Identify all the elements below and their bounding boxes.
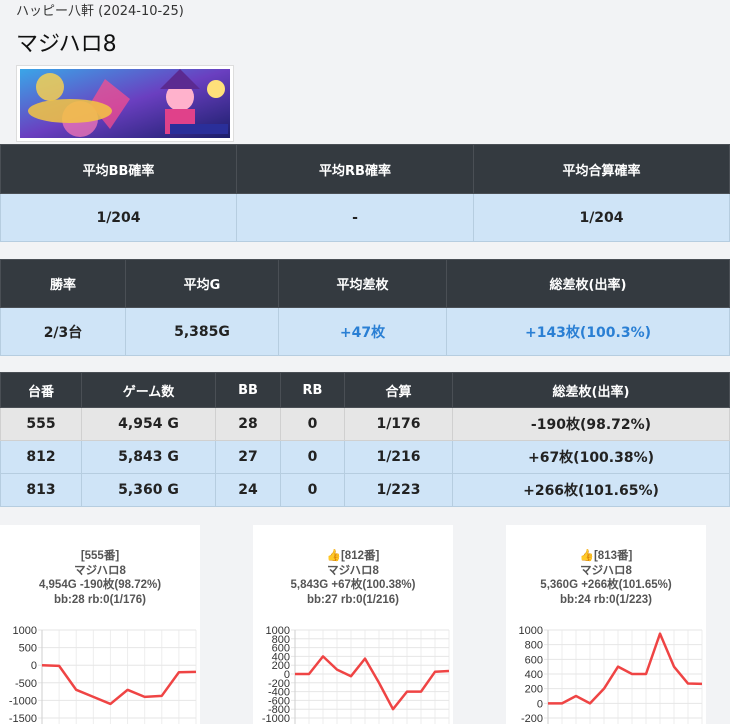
y-tick-label: 0 xyxy=(537,698,543,710)
y-tick-label: -400 xyxy=(268,687,290,699)
header-total-diff: 総差枚(出率) xyxy=(446,259,730,308)
line-chart-813: 1000 800 600 400 200 0 -200 xyxy=(519,625,703,724)
machine-table: 台番 ゲーム数 BB RB 合算 総差枚(出率) 555 4,954 G 28 … xyxy=(0,372,730,507)
header-machine-number: 台番 xyxy=(0,372,82,408)
value-avg-rb: - xyxy=(236,193,474,242)
y-tick-label: -1000 xyxy=(9,695,37,707)
y-tick-label: 1000 xyxy=(519,625,543,637)
y-tick-label: -600 xyxy=(268,695,290,707)
y-tick-label: 400 xyxy=(525,669,543,681)
chart-subtitle-line: bb:24 rb:0(1/223) xyxy=(559,593,653,606)
cell-total-diff: +266枚(101.65%) xyxy=(452,473,730,507)
y-tick-label: -1000 xyxy=(262,713,290,724)
machine-title: マジハロ8 xyxy=(16,32,117,57)
y-tick-label: 800 xyxy=(525,640,543,652)
chart-subtitle-line: 4,954G -190枚(98.72%) xyxy=(38,579,162,591)
y-tick-label: -800 xyxy=(268,704,290,716)
header-avg-bb: 平均BB確率 xyxy=(0,144,237,194)
cell-machine-number: 813 xyxy=(0,473,82,507)
cell-game-count: 5,843 G xyxy=(81,440,216,474)
header-avg-games: 平均G xyxy=(125,259,279,308)
y-tick-label: 500 xyxy=(19,643,37,655)
y-tick-label: 1000 xyxy=(13,625,37,637)
y-tick-label: 0 xyxy=(31,660,37,672)
value-avg-combined: 1/204 xyxy=(473,193,730,242)
header-win-rate: 勝率 xyxy=(0,259,126,308)
chart-subtitle-line: 5,843G +67枚(100.38%) xyxy=(290,579,416,591)
cell-combined: 1/216 xyxy=(344,440,453,474)
cell-total-diff: -190枚(98.72%) xyxy=(452,407,730,441)
cell-bb: 27 xyxy=(215,440,281,474)
cell-combined: 1/176 xyxy=(344,407,453,441)
header-total-diff: 総差枚(出率) xyxy=(452,372,730,408)
header-bb: BB xyxy=(215,372,281,408)
value-win-rate: 2/3台 xyxy=(0,307,126,356)
line-chart-555: 1000 500 0 -500 -1000 -1500 xyxy=(9,625,197,724)
cell-combined: 1/223 xyxy=(344,473,453,507)
table-row[interactable]: 812 5,843 G 27 0 1/216 +67枚(100.38%) xyxy=(0,440,730,474)
y-tick-label: -500 xyxy=(15,678,37,690)
y-tick-label: 1000 xyxy=(266,625,290,637)
y-tick-label: 200 xyxy=(525,684,543,696)
diff-summary-table: 勝率 平均G 平均差枚 総差枚(出率) 2/3台 5,385G +47枚 +14… xyxy=(0,259,730,356)
chart-card-555: [555番] マジハロ8 4,954G -190枚(98.72%) bb:28 … xyxy=(0,525,200,724)
cell-rb: 0 xyxy=(280,407,345,441)
cell-rb: 0 xyxy=(280,440,345,474)
store-date-caption: ハッピー八軒 (2024-10-25) xyxy=(16,4,184,19)
y-tick-label: 600 xyxy=(272,643,290,655)
cell-game-count: 4,954 G xyxy=(81,407,216,441)
y-tick-label: 400 xyxy=(272,651,290,663)
table-row[interactable]: 555 4,954 G 28 0 1/176 -190枚(98.72%) xyxy=(0,407,730,441)
chart-subtitle-line: マジハロ8 xyxy=(74,564,126,577)
cell-machine-number: 812 xyxy=(0,440,82,474)
y-tick-label: -200 xyxy=(521,713,543,724)
header-combined: 合算 xyxy=(344,372,453,408)
value-avg-diff: +47枚 xyxy=(278,307,447,356)
chart-subtitle-line: bb:28 rb:0(1/176) xyxy=(53,593,147,606)
machine-banner-image xyxy=(16,65,234,142)
y-tick-label: 200 xyxy=(272,660,290,672)
chart-title: [555番] xyxy=(80,550,120,562)
table-row[interactable]: 813 5,360 G 24 0 1/223 +266枚(101.65%) xyxy=(0,473,730,507)
chart-card-812: 👍[812番] マジハロ8 5,843G +67枚(100.38%) bb:27… xyxy=(253,525,453,724)
cell-total-diff: +67枚(100.38%) xyxy=(452,440,730,474)
y-tick-label: -1500 xyxy=(9,713,37,724)
chart-card-813: 👍[813番] マジハロ8 5,360G +266枚(101.65%) bb:2… xyxy=(506,525,706,724)
header-avg-rb: 平均RB確率 xyxy=(236,144,474,194)
header-rb: RB xyxy=(280,372,345,408)
y-tick-label: 600 xyxy=(525,654,543,666)
value-avg-games: 5,385G xyxy=(125,307,279,356)
chart-subtitle-line: マジハロ8 xyxy=(580,564,632,577)
chart-subtitle-line: bb:27 rb:0(1/216) xyxy=(306,593,400,606)
header-avg-diff: 平均差枚 xyxy=(278,259,447,308)
header-avg-combined: 平均合算確率 xyxy=(473,144,730,194)
cell-bb: 24 xyxy=(215,473,281,507)
cell-machine-number: 555 xyxy=(0,407,82,441)
chart-subtitle-line: 5,360G +266枚(101.65%) xyxy=(540,579,672,591)
chart-subtitle-line: マジハロ8 xyxy=(327,564,379,577)
header-game-count: ゲーム数 xyxy=(81,372,216,408)
series-line xyxy=(41,663,197,706)
cell-rb: 0 xyxy=(280,473,345,507)
y-tick-label: -200 xyxy=(268,678,290,690)
chart-title: 👍[812番] xyxy=(326,550,380,562)
cell-bb: 28 xyxy=(215,407,281,441)
cell-game-count: 5,360 G xyxy=(81,473,216,507)
value-total-diff: +143枚(100.3%) xyxy=(446,307,730,356)
series-line xyxy=(295,655,450,711)
chart-title: 👍[813番] xyxy=(579,550,633,562)
y-tick-label: 0 xyxy=(284,669,290,681)
value-avg-bb: 1/204 xyxy=(0,193,237,242)
series-line xyxy=(548,632,703,705)
probability-summary-table: 平均BB確率 平均RB確率 平均合算確率 1/204 - 1/204 xyxy=(0,144,730,242)
y-tick-label: 800 xyxy=(272,634,290,646)
